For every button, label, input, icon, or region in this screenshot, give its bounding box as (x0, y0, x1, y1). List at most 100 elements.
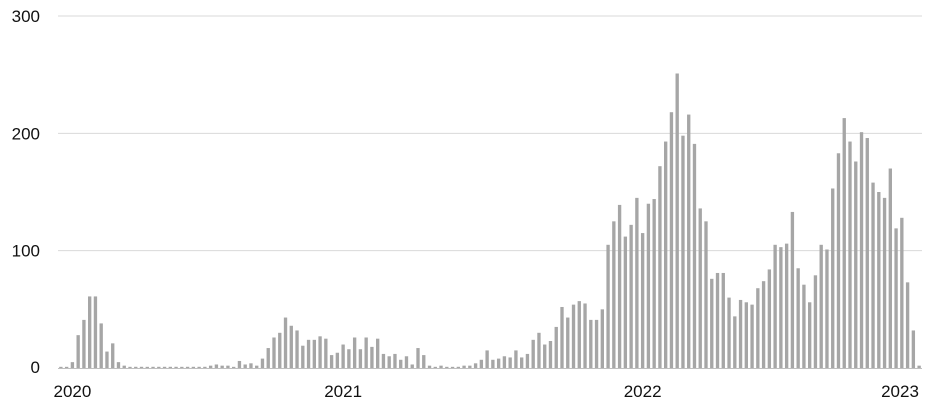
bar (721, 272, 725, 368)
bar (145, 366, 149, 368)
bar (571, 304, 576, 368)
bar (750, 304, 754, 368)
bar (226, 365, 230, 368)
bar (905, 282, 910, 368)
bar (59, 366, 63, 368)
bar (756, 288, 760, 368)
bar (278, 332, 282, 368)
bar (733, 316, 737, 368)
bar (612, 221, 616, 368)
bar (289, 325, 293, 368)
bar (543, 344, 547, 368)
bar (370, 346, 374, 368)
bar (767, 269, 772, 368)
bar (784, 243, 789, 368)
bar (272, 337, 276, 368)
bar (232, 366, 236, 368)
bar (479, 359, 484, 368)
bar (865, 138, 869, 368)
bar (646, 203, 651, 368)
bar (491, 359, 495, 368)
bar (134, 366, 138, 368)
x-axis-ticks: 2020 2021 2022 2023 (53, 382, 918, 401)
y-tick-label: 300 (12, 7, 40, 26)
bar (669, 112, 674, 369)
bar (105, 351, 109, 368)
bar (318, 336, 322, 368)
bar (208, 365, 213, 368)
bar (203, 366, 207, 368)
bar (773, 244, 777, 368)
bar (531, 339, 535, 368)
bar (802, 284, 806, 368)
bar (502, 356, 507, 368)
bar (859, 132, 864, 368)
bar (744, 302, 748, 368)
bar (848, 141, 852, 368)
bar (312, 339, 316, 368)
y-tick-label: 100 (12, 242, 40, 261)
bar (836, 153, 841, 368)
bar (306, 339, 311, 368)
bar (93, 296, 98, 368)
bar (738, 299, 743, 368)
bar (566, 317, 570, 368)
bar (404, 356, 409, 368)
bar (139, 366, 144, 368)
bar (76, 335, 80, 368)
bar (560, 306, 564, 368)
bar (399, 359, 403, 368)
bar (548, 341, 553, 368)
bar (698, 208, 702, 368)
bar (658, 166, 662, 368)
bar (352, 337, 357, 368)
bar (819, 244, 823, 368)
bar (427, 365, 432, 368)
bar (329, 355, 334, 368)
y-tick-label: 200 (12, 124, 40, 143)
y-tick-label: 0 (31, 358, 40, 377)
bar (882, 197, 887, 368)
bar (842, 118, 846, 368)
bar (128, 366, 132, 368)
bar (715, 272, 720, 368)
bar (64, 366, 69, 368)
bar (335, 352, 340, 368)
bar (813, 275, 818, 368)
bar (341, 344, 345, 368)
bar (364, 337, 368, 368)
bar (514, 350, 518, 368)
bar (393, 353, 397, 368)
bar (554, 326, 558, 368)
bar (779, 247, 783, 368)
x-tick-label: 2020 (53, 382, 91, 401)
bar (180, 366, 184, 368)
bar (88, 296, 92, 368)
bar (877, 192, 881, 368)
bar (520, 357, 524, 368)
bar (911, 330, 916, 368)
bar (358, 349, 363, 368)
bar (260, 358, 265, 368)
bar (283, 317, 288, 368)
bar (617, 204, 622, 368)
bar (70, 362, 75, 368)
bar (116, 362, 121, 368)
bar (82, 319, 86, 368)
bar (496, 358, 501, 368)
bar (629, 224, 633, 368)
bar (191, 366, 196, 368)
bar (445, 366, 449, 368)
bar (583, 303, 587, 368)
bar (485, 350, 489, 368)
bar (652, 199, 656, 368)
bar (600, 309, 604, 368)
bar (537, 332, 541, 368)
bar (157, 366, 161, 368)
bar (577, 301, 581, 368)
bar (894, 228, 898, 368)
bar (450, 366, 455, 368)
bar (790, 211, 795, 368)
bar (162, 366, 167, 368)
bar (456, 366, 460, 368)
